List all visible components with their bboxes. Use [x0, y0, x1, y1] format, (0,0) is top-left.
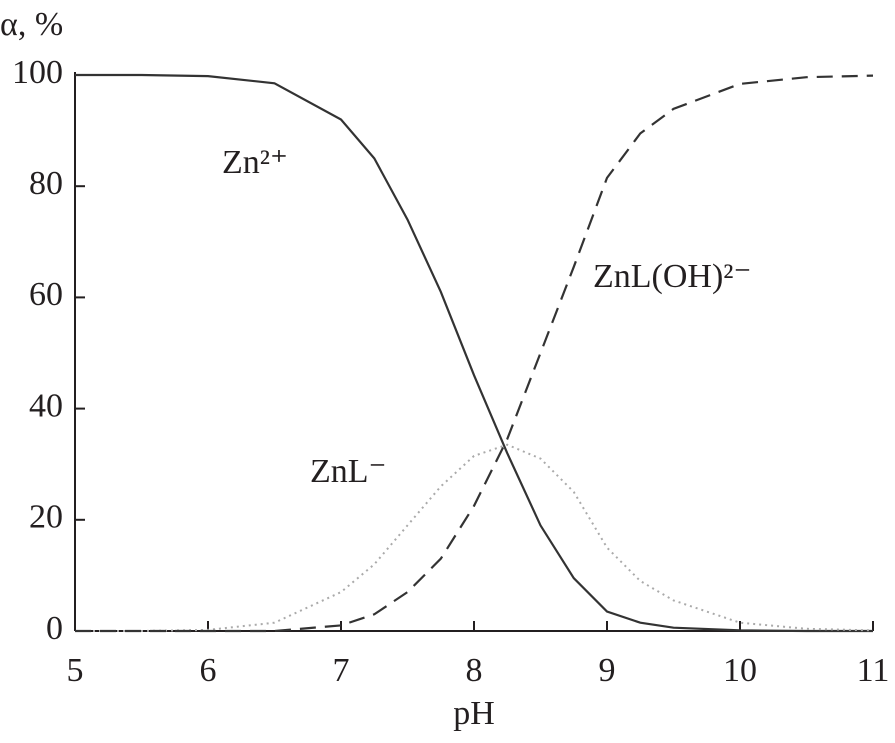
- y-tick-label: 20: [29, 499, 63, 536]
- x-tick-label: 9: [599, 652, 616, 689]
- y-tick-label: 40: [29, 387, 63, 424]
- y-tick-label: 100: [12, 54, 63, 91]
- y-axis-label: α, %: [0, 6, 63, 43]
- x-tick-label: 10: [723, 652, 757, 689]
- series-line: [75, 73, 873, 633]
- x-tick-label: 7: [333, 652, 350, 689]
- x-tick-label: 11: [857, 652, 890, 689]
- series-label: ZnL(OH)²⁻: [593, 258, 751, 295]
- x-tick-label: 5: [67, 652, 84, 689]
- series-line: [75, 443, 874, 632]
- series-line: [75, 74, 874, 633]
- series-label: ZnL⁻: [310, 453, 386, 490]
- y-tick-label: 80: [29, 165, 63, 202]
- x-tick-label: 6: [200, 652, 217, 689]
- series-label: Zn²⁺: [222, 144, 288, 181]
- y-tick-label: 60: [29, 276, 63, 313]
- x-axis-label: pH: [453, 695, 495, 732]
- y-tick-label: 0: [46, 610, 63, 647]
- x-tick-label: 8: [466, 652, 483, 689]
